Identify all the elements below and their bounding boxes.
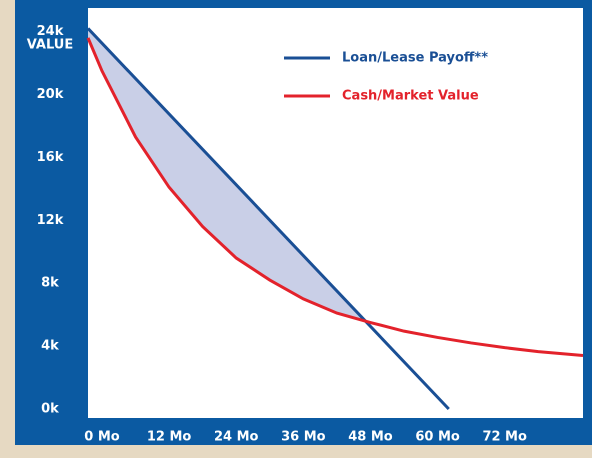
x-tick-label: 12 Mo [147, 430, 192, 445]
legend-label: Loan/Lease Payoff** [342, 51, 488, 66]
x-tick-label: 36 Mo [281, 430, 326, 445]
x-tick-label: 0 Mo [84, 430, 120, 445]
series-line [86, 27, 450, 411]
x-tick-label: 60 Mo [415, 430, 460, 445]
plot-area [88, 8, 583, 418]
y-axis-label: VALUE [27, 38, 74, 53]
y-tick-label: 12k [37, 213, 64, 228]
series-line [86, 37, 584, 358]
y-tick-label: 20k [37, 87, 64, 102]
x-tick-label: 72 Mo [482, 430, 527, 445]
legend-label: Cash/Market Value [342, 89, 479, 104]
y-tick-label: 4k [41, 339, 59, 354]
y-tick-label: 16k [37, 150, 64, 165]
x-tick-label: 48 Mo [348, 430, 393, 445]
y-tick-label: 8k [41, 276, 59, 291]
x-tick-label: 24 Mo [214, 430, 259, 445]
y-tick-label: 0k [41, 402, 59, 417]
y-tick-label: 24k [37, 24, 64, 39]
